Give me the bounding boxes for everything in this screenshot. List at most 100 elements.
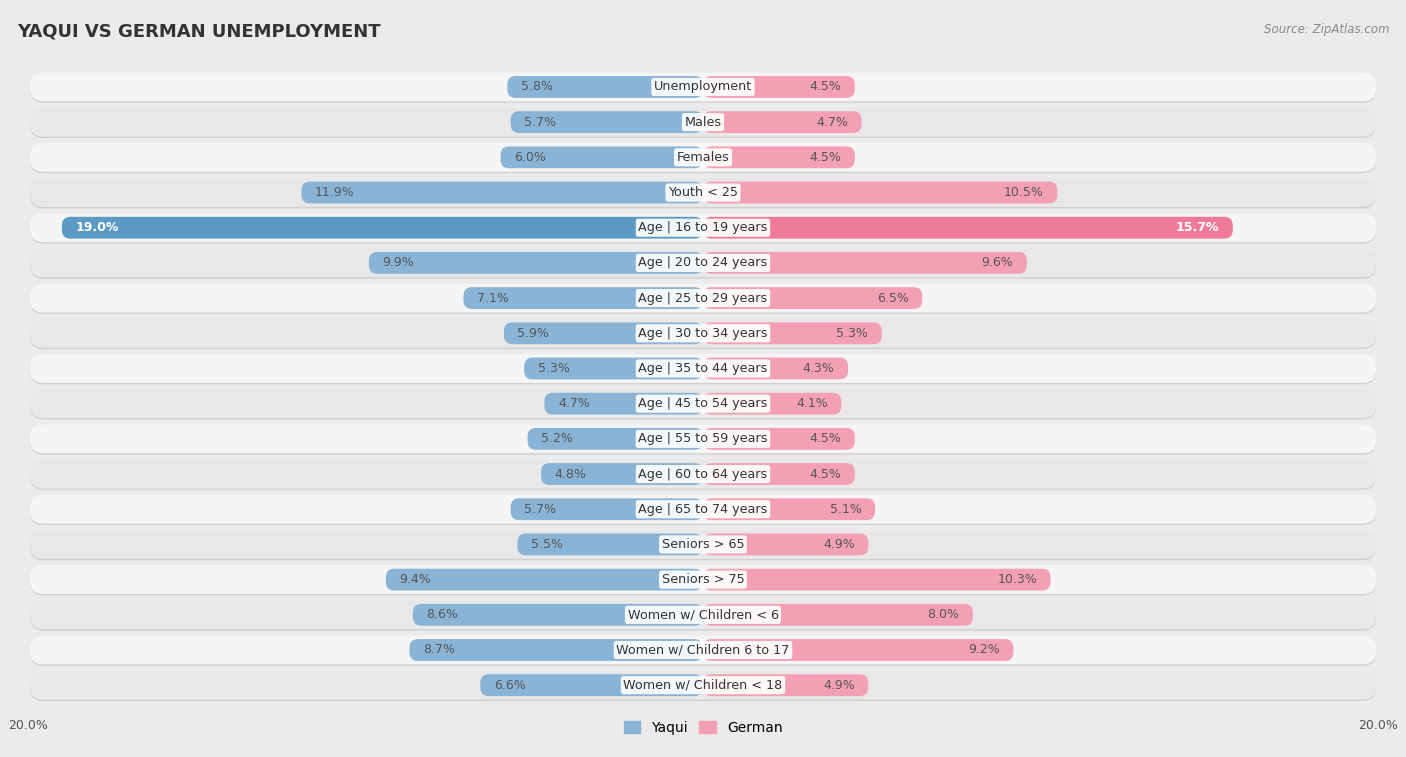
Text: 4.5%: 4.5%	[810, 151, 841, 164]
Text: 6.5%: 6.5%	[877, 291, 908, 304]
Text: 4.5%: 4.5%	[810, 80, 841, 93]
Text: 5.5%: 5.5%	[531, 538, 562, 551]
Text: 5.2%: 5.2%	[541, 432, 572, 445]
Text: Age | 45 to 54 years: Age | 45 to 54 years	[638, 397, 768, 410]
Text: 6.6%: 6.6%	[494, 679, 526, 692]
FancyBboxPatch shape	[703, 287, 922, 309]
Text: 9.6%: 9.6%	[981, 257, 1014, 269]
Text: 4.5%: 4.5%	[810, 432, 841, 445]
FancyBboxPatch shape	[503, 322, 703, 344]
Text: 4.3%: 4.3%	[803, 362, 835, 375]
FancyBboxPatch shape	[541, 463, 703, 485]
Text: Youth < 25: Youth < 25	[668, 186, 738, 199]
FancyBboxPatch shape	[527, 428, 703, 450]
FancyBboxPatch shape	[30, 602, 1376, 631]
Text: Unemployment: Unemployment	[654, 80, 752, 93]
FancyBboxPatch shape	[385, 569, 703, 590]
Text: 5.7%: 5.7%	[524, 503, 557, 516]
Text: 5.3%: 5.3%	[837, 327, 869, 340]
FancyBboxPatch shape	[30, 73, 1376, 101]
FancyBboxPatch shape	[703, 76, 855, 98]
FancyBboxPatch shape	[703, 217, 1233, 238]
FancyBboxPatch shape	[30, 213, 1376, 242]
FancyBboxPatch shape	[30, 672, 1376, 701]
Text: 5.8%: 5.8%	[520, 80, 553, 93]
Text: Age | 30 to 34 years: Age | 30 to 34 years	[638, 327, 768, 340]
FancyBboxPatch shape	[508, 76, 703, 98]
FancyBboxPatch shape	[30, 285, 1376, 314]
FancyBboxPatch shape	[30, 107, 1376, 136]
FancyBboxPatch shape	[30, 74, 1376, 103]
Text: 11.9%: 11.9%	[315, 186, 354, 199]
Text: Women w/ Children < 6: Women w/ Children < 6	[627, 609, 779, 621]
FancyBboxPatch shape	[30, 497, 1376, 525]
FancyBboxPatch shape	[544, 393, 703, 415]
FancyBboxPatch shape	[30, 459, 1376, 488]
Text: 4.9%: 4.9%	[823, 679, 855, 692]
FancyBboxPatch shape	[703, 674, 869, 696]
FancyBboxPatch shape	[30, 354, 1376, 383]
FancyBboxPatch shape	[30, 530, 1376, 559]
Text: YAQUI VS GERMAN UNEMPLOYMENT: YAQUI VS GERMAN UNEMPLOYMENT	[17, 23, 381, 41]
Text: Source: ZipAtlas.com: Source: ZipAtlas.com	[1264, 23, 1389, 36]
Text: 4.1%: 4.1%	[796, 397, 828, 410]
FancyBboxPatch shape	[30, 143, 1376, 172]
FancyBboxPatch shape	[301, 182, 703, 204]
FancyBboxPatch shape	[30, 284, 1376, 313]
FancyBboxPatch shape	[524, 357, 703, 379]
FancyBboxPatch shape	[703, 498, 875, 520]
FancyBboxPatch shape	[30, 320, 1376, 349]
Text: 19.0%: 19.0%	[76, 221, 118, 234]
Text: 4.9%: 4.9%	[823, 538, 855, 551]
FancyBboxPatch shape	[62, 217, 703, 238]
Text: Females: Females	[676, 151, 730, 164]
Text: Age | 35 to 44 years: Age | 35 to 44 years	[638, 362, 768, 375]
Legend: Yaqui, German: Yaqui, German	[619, 715, 787, 740]
FancyBboxPatch shape	[510, 111, 703, 133]
Text: 10.3%: 10.3%	[997, 573, 1038, 586]
FancyBboxPatch shape	[703, 252, 1026, 274]
Text: 5.7%: 5.7%	[524, 116, 557, 129]
FancyBboxPatch shape	[30, 109, 1376, 138]
FancyBboxPatch shape	[481, 674, 703, 696]
Text: 9.4%: 9.4%	[399, 573, 432, 586]
Text: 15.7%: 15.7%	[1175, 221, 1219, 234]
Text: 4.5%: 4.5%	[810, 468, 841, 481]
FancyBboxPatch shape	[30, 566, 1376, 596]
FancyBboxPatch shape	[464, 287, 703, 309]
Text: 8.7%: 8.7%	[423, 643, 456, 656]
Text: Males: Males	[685, 116, 721, 129]
FancyBboxPatch shape	[30, 600, 1376, 629]
FancyBboxPatch shape	[30, 391, 1376, 419]
Text: Seniors > 75: Seniors > 75	[662, 573, 744, 586]
Text: 4.7%: 4.7%	[558, 397, 589, 410]
FancyBboxPatch shape	[30, 319, 1376, 347]
Text: Age | 20 to 24 years: Age | 20 to 24 years	[638, 257, 768, 269]
FancyBboxPatch shape	[703, 569, 1050, 590]
FancyBboxPatch shape	[703, 322, 882, 344]
FancyBboxPatch shape	[703, 428, 855, 450]
FancyBboxPatch shape	[517, 534, 703, 556]
FancyBboxPatch shape	[413, 604, 703, 626]
FancyBboxPatch shape	[30, 145, 1376, 173]
Text: Age | 60 to 64 years: Age | 60 to 64 years	[638, 468, 768, 481]
FancyBboxPatch shape	[703, 111, 862, 133]
FancyBboxPatch shape	[703, 604, 973, 626]
Text: Age | 16 to 19 years: Age | 16 to 19 years	[638, 221, 768, 234]
FancyBboxPatch shape	[30, 425, 1376, 453]
FancyBboxPatch shape	[30, 531, 1376, 560]
Text: 6.0%: 6.0%	[515, 151, 546, 164]
FancyBboxPatch shape	[30, 178, 1376, 207]
FancyBboxPatch shape	[703, 639, 1014, 661]
Text: 9.9%: 9.9%	[382, 257, 415, 269]
FancyBboxPatch shape	[501, 146, 703, 168]
FancyBboxPatch shape	[703, 393, 841, 415]
Text: 5.9%: 5.9%	[517, 327, 550, 340]
FancyBboxPatch shape	[30, 565, 1376, 594]
Text: Age | 25 to 29 years: Age | 25 to 29 years	[638, 291, 768, 304]
FancyBboxPatch shape	[30, 215, 1376, 244]
Text: Women w/ Children 6 to 17: Women w/ Children 6 to 17	[616, 643, 790, 656]
Text: Seniors > 65: Seniors > 65	[662, 538, 744, 551]
Text: 10.5%: 10.5%	[1004, 186, 1043, 199]
Text: 8.0%: 8.0%	[928, 609, 959, 621]
